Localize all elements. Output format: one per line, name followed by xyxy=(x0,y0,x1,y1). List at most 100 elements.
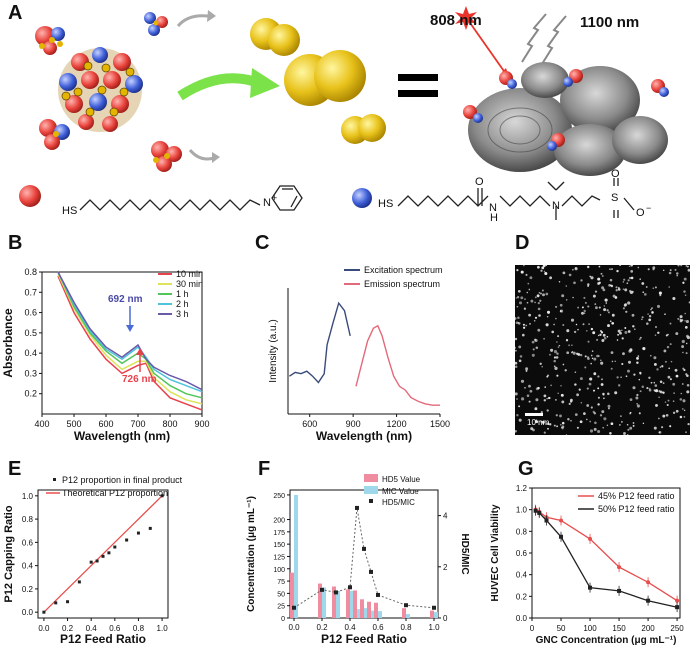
nanoparticle-dot xyxy=(629,426,633,430)
nanoparticle-dot xyxy=(561,421,565,425)
nanoparticle-dot xyxy=(681,383,684,385)
x-tick-label: 0.6 xyxy=(109,624,121,633)
data-point xyxy=(675,598,680,603)
nanoparticle-dot xyxy=(546,315,549,318)
nanoparticle-dot xyxy=(681,339,685,344)
nanoparticle-dot xyxy=(589,377,593,381)
nanoparticle-dot xyxy=(648,387,651,390)
nanoparticle-dot xyxy=(623,278,626,281)
nanoparticle-dot xyxy=(559,423,562,426)
nanoparticle-dot xyxy=(625,375,628,378)
nanoparticle-dot xyxy=(561,425,565,429)
x-tick-label: 800 xyxy=(162,419,177,429)
nanoparticle-dot xyxy=(661,365,664,368)
nanoparticle-dot xyxy=(556,341,558,343)
nanoparticle-dot xyxy=(518,418,522,422)
nanoparticle-dot xyxy=(557,346,560,348)
nanoparticle-dot xyxy=(583,296,586,299)
panel-label-b: B xyxy=(8,232,23,254)
nanoparticle-dot xyxy=(642,347,646,351)
nanoparticle-dot xyxy=(516,414,519,417)
laser-808-label: 808 nm xyxy=(430,12,482,29)
y2-axis-label: HD5/MIC xyxy=(459,533,470,574)
nanoparticle-dot xyxy=(622,288,625,290)
ratio-point xyxy=(348,585,352,590)
nanoparticle-dot xyxy=(528,400,531,403)
nanoparticle-dot xyxy=(594,290,598,293)
nanoparticle-dot xyxy=(617,384,621,387)
y2-tick-label: 4 xyxy=(443,512,448,521)
nanoparticle-dot xyxy=(596,338,599,341)
nanoparticle-dot xyxy=(623,432,626,435)
nanoparticle-dot xyxy=(590,354,593,357)
ligand2-hs-label: HS xyxy=(378,198,394,210)
x-tick-label: 0.4 xyxy=(86,624,98,633)
nanoparticle-dot xyxy=(632,422,635,424)
nanoparticle-dot xyxy=(537,301,540,305)
nanoparticle-dot xyxy=(664,401,667,403)
nanoparticle-dot xyxy=(621,329,623,332)
nanoparticle-dot xyxy=(541,266,545,270)
series-line xyxy=(535,510,678,608)
y-tick-label: 0.8 xyxy=(24,267,37,277)
nanoparticle-dot xyxy=(667,375,671,379)
cluster-small-bottom xyxy=(151,141,182,172)
nanoparticle-dot xyxy=(592,331,596,335)
data-point xyxy=(559,518,564,523)
nanoparticle-dot xyxy=(523,307,527,310)
nanoparticle-dot xyxy=(585,418,588,421)
series-line-3-h xyxy=(57,271,203,391)
nanoparticle-dot xyxy=(629,291,633,295)
x-tick-label: 0.0 xyxy=(288,623,300,632)
y-tick-label: 0.0 xyxy=(22,608,34,617)
nanoparticle-dot xyxy=(655,326,657,328)
nanoparticle-dot xyxy=(609,268,611,271)
nanoparticle-dot xyxy=(553,359,556,363)
bar-mic xyxy=(406,614,410,618)
nanoparticle-dot xyxy=(581,306,584,309)
nanoparticle-dot xyxy=(541,420,545,424)
nanoparticle-dot xyxy=(597,277,601,281)
y-tick-label: 250 xyxy=(273,493,285,500)
nanoparticle-dot xyxy=(524,386,526,389)
nanoparticle-dot xyxy=(553,350,558,354)
nanoparticle-dot xyxy=(598,355,600,357)
nanoparticle-dot xyxy=(631,313,635,317)
nanoparticle-dot xyxy=(656,368,659,371)
plot-frame xyxy=(289,489,439,619)
bar-hd5 xyxy=(346,589,350,618)
legend-swatch xyxy=(53,478,56,481)
nanoparticle-dot xyxy=(675,332,679,336)
nanoparticle-dot xyxy=(617,333,620,336)
y-tick-label: 0.0 xyxy=(516,614,528,623)
nanoparticle-dot xyxy=(566,351,570,355)
nanoparticle-dot xyxy=(682,281,685,284)
nanoparticle-dot xyxy=(672,296,676,301)
nanoparticle-dot xyxy=(615,286,618,289)
y2-tick-label: 0 xyxy=(443,614,448,623)
nanoparticle-dot xyxy=(667,333,669,336)
nanoparticle-dot xyxy=(531,353,535,357)
nanoparticle-dot xyxy=(627,428,630,431)
y-axis-label: HUVEC Cell Viability xyxy=(490,504,501,602)
nanoparticle-dot xyxy=(639,371,642,375)
series-line xyxy=(535,509,678,602)
nanoparticle-dot xyxy=(669,322,672,325)
nanoparticle-dot xyxy=(648,376,651,379)
nanoparticle-dot xyxy=(608,283,611,287)
nanoparticle-dot xyxy=(569,398,573,402)
nanoparticle-dot xyxy=(672,411,676,414)
nanoparticle-dot xyxy=(543,337,545,340)
nanoparticle-dot xyxy=(685,334,689,338)
nanoparticle-dot xyxy=(553,323,555,326)
nanoparticle-dot xyxy=(515,392,518,396)
nanoparticle-dot xyxy=(542,293,545,297)
nanoparticle-dot xyxy=(681,345,685,349)
nanoparticle-dot xyxy=(684,326,688,329)
nanoparticle-dot xyxy=(572,351,576,355)
ligand1-hs-label: HS xyxy=(62,205,78,217)
nanoparticle-dot xyxy=(525,367,529,371)
data-point xyxy=(646,598,651,603)
nanoparticle-dot xyxy=(591,357,594,360)
ratio-point xyxy=(432,605,436,610)
